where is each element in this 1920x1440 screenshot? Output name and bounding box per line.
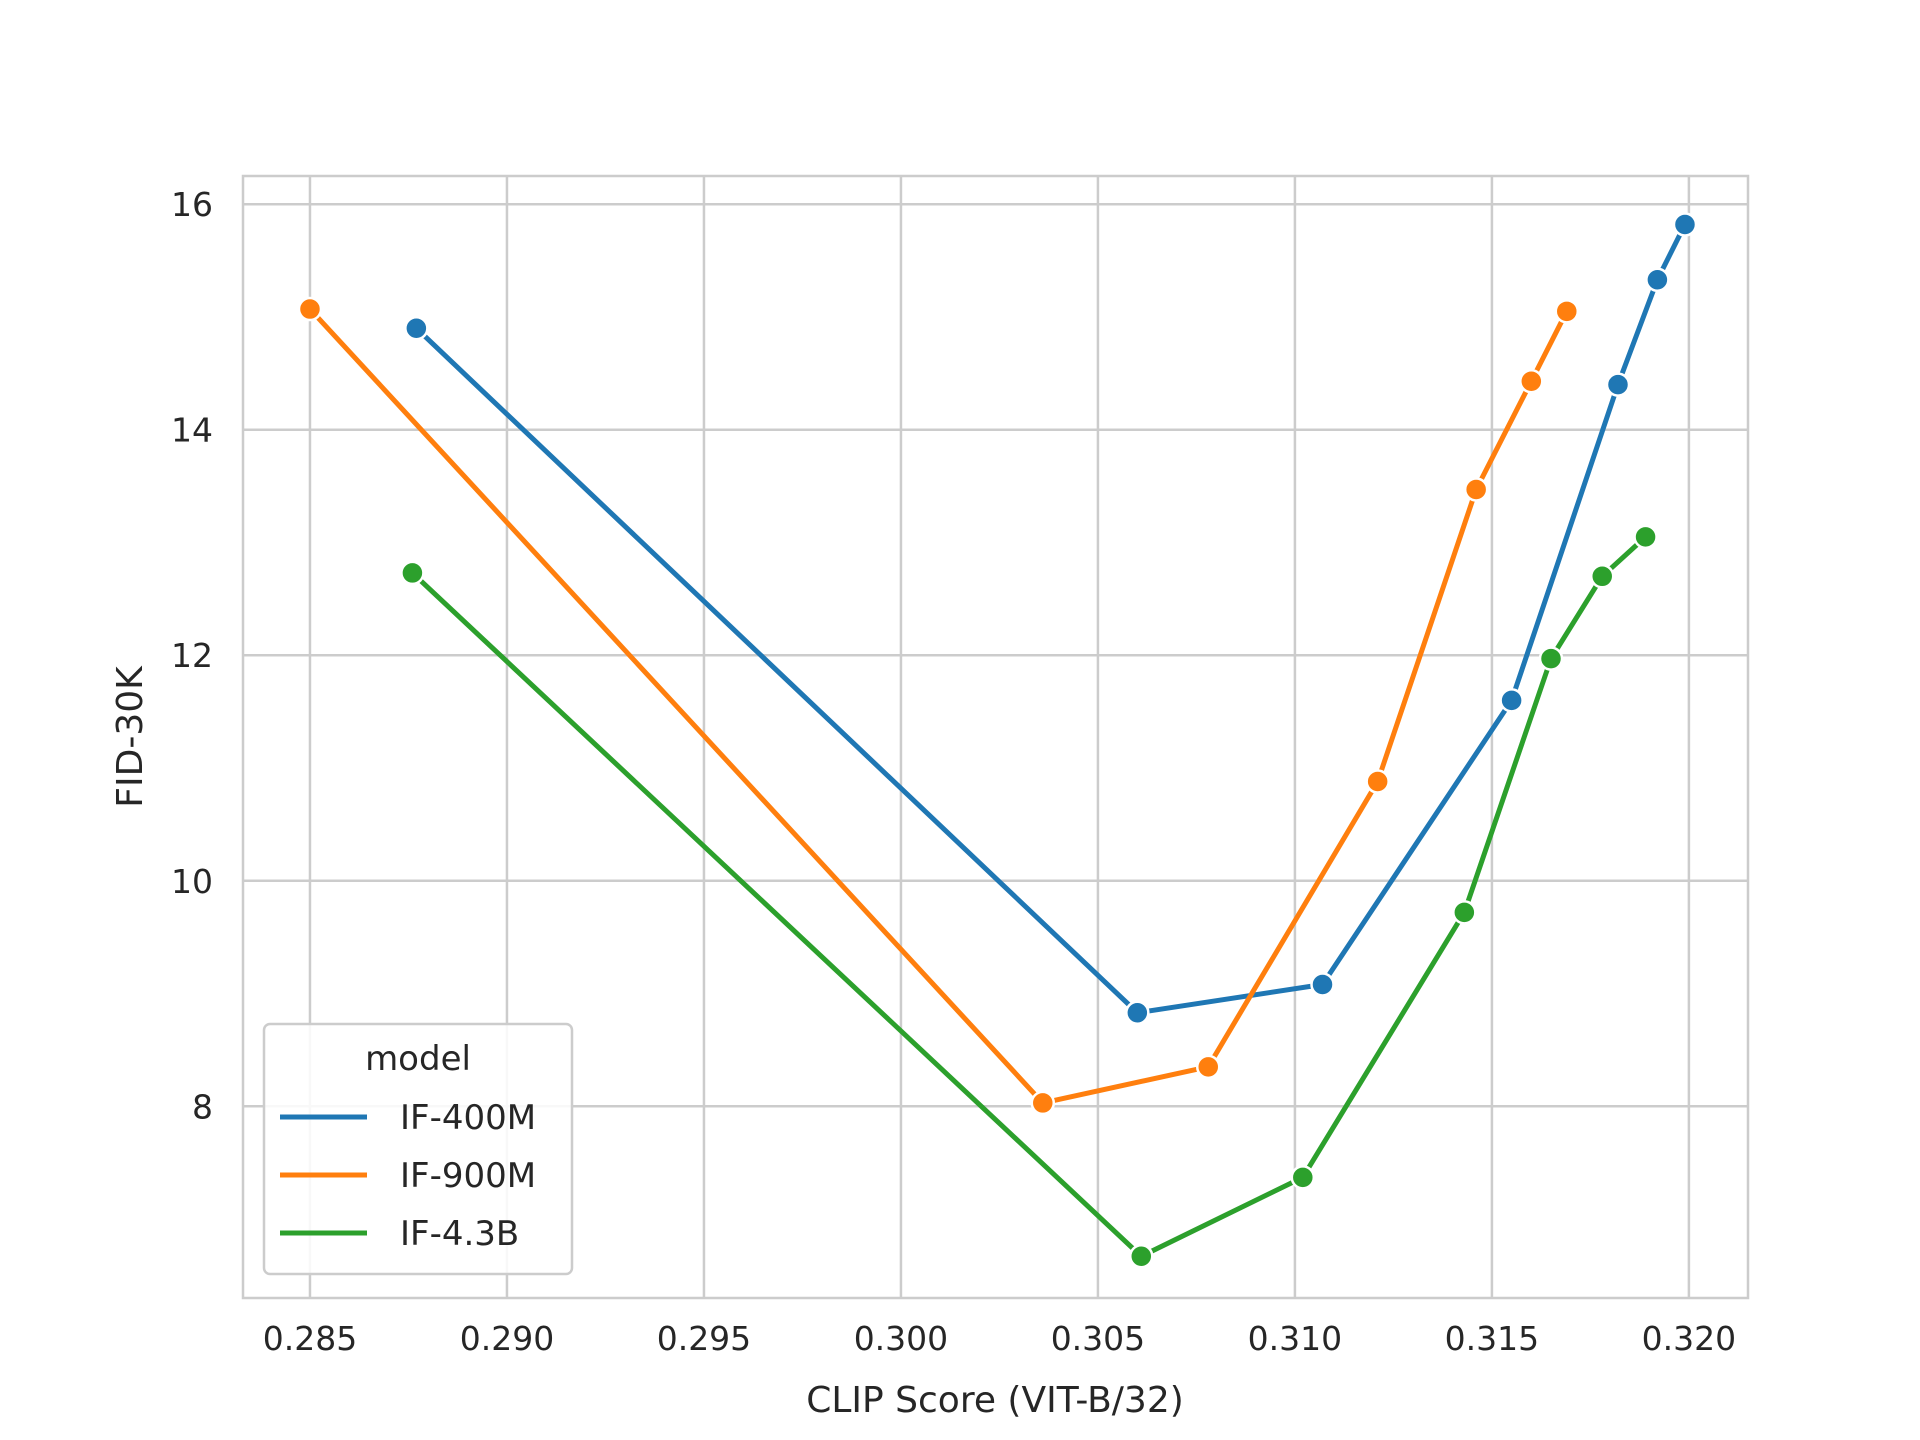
y-tick-label: 14 [171,411,213,450]
series-line [413,221,1688,1016]
legend-label: IF-4.3B [400,1214,519,1254]
data-point [1125,1000,1150,1025]
data-point [1463,477,1489,502]
legend-label: IF-400M [400,1098,536,1138]
plot-frame [241,174,1750,1300]
y-tick-label: 12 [171,636,213,675]
y-tick-label: 16 [171,185,213,224]
legend-label: IF-900M [400,1156,536,1196]
data-point [1589,564,1615,589]
x-tick-label: 0.320 [1642,1319,1736,1358]
y-axis-title: FID-30K [110,665,151,808]
data-point [1672,212,1698,237]
data-point [1519,368,1544,394]
y-tick-label: 10 [171,862,213,901]
series-if-4-3b [400,524,1658,1269]
legend-title: model [365,1039,471,1079]
data-point [1645,267,1670,292]
series-if-400m [404,212,1698,1025]
data-point [1538,646,1564,671]
x-tick-label: 0.295 [657,1319,751,1358]
series-line [409,534,1649,1259]
x-tick-label: 0.310 [1248,1319,1342,1358]
data-point [1452,900,1477,925]
legend: model IF-400M IF-900M IF-4.3B [262,1022,574,1276]
x-tick-label: 0.315 [1445,1319,1539,1358]
data-point [400,560,425,586]
series-if-900m [297,296,1580,1116]
data-point [1633,524,1658,550]
y-tick-label: 8 [192,1087,213,1126]
data-point [1030,1090,1056,1116]
data-point [404,315,429,341]
x-tick-label: 0.300 [854,1319,948,1358]
legend-items: IF-400M IF-900M IF-4.3B [280,1098,536,1254]
tick-labels: 0.285 0.290 0.295 0.300 0.305 0.310 0.315 0.320… [171,185,1736,1358]
data-point [1195,1054,1221,1080]
x-tick-label: 0.290 [460,1319,554,1358]
data-point [1499,688,1524,713]
legend-frame [262,1022,574,1276]
data-point [1290,1165,1316,1190]
data-point [1129,1244,1154,1269]
x-tick-label: 0.305 [1051,1319,1145,1358]
data-point [297,296,323,322]
x-axis-title: CLIP Score (VIT-B/32) [806,1380,1184,1421]
data-point [1310,972,1335,997]
data-point [1554,299,1580,324]
data-point [1605,372,1631,397]
series-line [307,306,1570,1106]
x-tick-label: 0.285 [263,1319,357,1358]
series-layer [297,212,1698,1269]
data-point [1365,769,1390,794]
grid [243,176,1748,1298]
